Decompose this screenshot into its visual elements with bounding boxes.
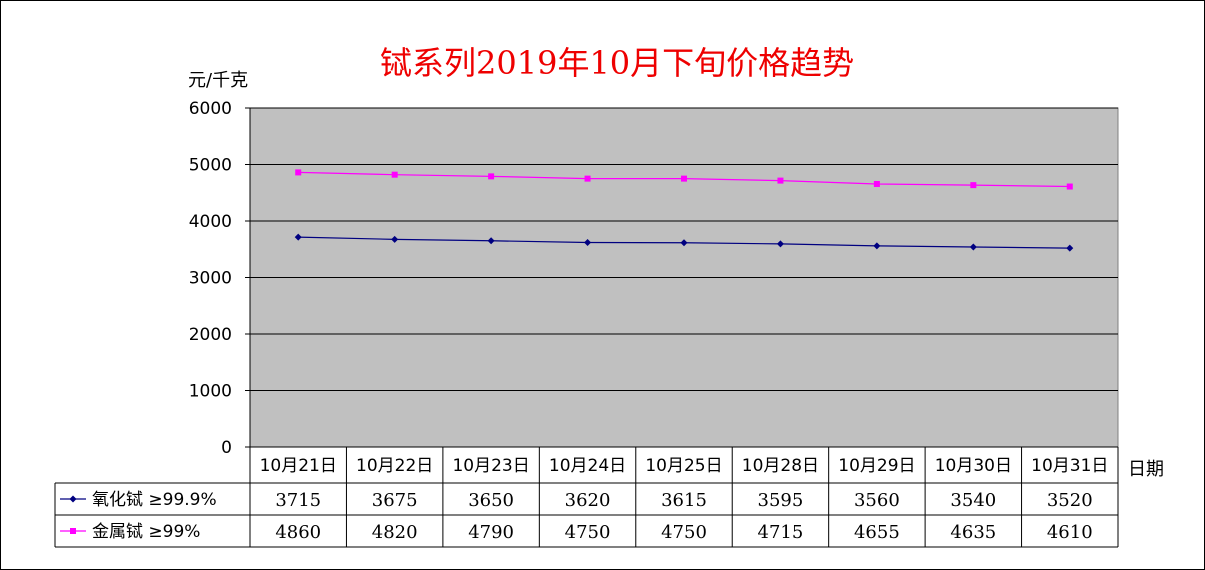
- data-point-square: [488, 173, 495, 180]
- table-value: 4750: [565, 522, 611, 543]
- table-value: 3675: [372, 490, 418, 511]
- data-point-diamond: [584, 238, 592, 246]
- y-tick-label: 1000: [189, 382, 232, 402]
- x-category-label: 10月21日: [260, 456, 337, 476]
- table-value: 3650: [468, 490, 514, 511]
- x-category-label: 10月29日: [838, 456, 915, 476]
- x-category-label: 10月25日: [645, 456, 722, 476]
- table-value: 3520: [1047, 490, 1093, 511]
- table-value: 4610: [1047, 522, 1093, 543]
- table-value: 4790: [468, 522, 514, 543]
- y-axis-unit-label: 元/千克: [188, 70, 249, 91]
- data-point-diamond: [680, 239, 688, 247]
- x-axis-label: 日期: [1128, 459, 1164, 480]
- data-point-square: [1066, 183, 1073, 190]
- table-value: 4750: [661, 522, 707, 543]
- y-tick-label: 3000: [189, 269, 232, 289]
- legend-label: 氧化铽 ≥99.9%: [92, 490, 217, 510]
- data-point-square: [873, 180, 880, 187]
- legend-marker-square: [70, 528, 76, 534]
- x-category-label: 10月23日: [452, 456, 529, 476]
- data-point-square: [681, 175, 687, 182]
- table-value: 4820: [372, 522, 418, 543]
- data-point-square: [391, 171, 398, 178]
- data-point-diamond: [391, 235, 399, 243]
- chart-title: 铽系列2019年10月下旬价格趋势: [380, 44, 855, 82]
- data-point-square: [970, 182, 977, 189]
- data-point-square: [777, 177, 784, 184]
- table-value: 3715: [275, 490, 321, 511]
- data-point-diamond: [294, 233, 302, 241]
- table-value: 4635: [950, 522, 996, 543]
- data-point-diamond: [1066, 244, 1074, 252]
- data-point-diamond: [776, 240, 784, 248]
- legend-marker-diamond: [69, 495, 77, 503]
- data-point-diamond: [487, 237, 495, 245]
- table-value: 3595: [758, 490, 804, 511]
- x-category-label: 10月30日: [935, 456, 1012, 476]
- x-category-label: 10月24日: [549, 456, 626, 476]
- table-value: 3540: [950, 490, 996, 511]
- x-category-label: 10月28日: [742, 456, 819, 476]
- legend-label: 金属铽 ≥99%: [92, 522, 200, 542]
- data-point-diamond: [969, 243, 977, 251]
- y-tick-label: 4000: [189, 212, 232, 232]
- x-category-label: 10月22日: [356, 456, 433, 476]
- table-value: 4860: [275, 522, 321, 543]
- y-tick-label: 0: [221, 438, 232, 458]
- table-value: 3560: [854, 490, 900, 511]
- table-value: 4655: [854, 522, 900, 543]
- table-value: 3620: [565, 490, 611, 511]
- data-point-diamond: [873, 242, 881, 250]
- y-tick-label: 5000: [189, 156, 232, 176]
- y-tick-label: 6000: [189, 99, 232, 119]
- table-value: 4715: [758, 522, 804, 543]
- table-value: 3615: [661, 490, 707, 511]
- data-point-square: [295, 169, 302, 176]
- x-category-label: 10月31日: [1031, 456, 1108, 476]
- data-point-square: [584, 175, 591, 182]
- y-tick-label: 2000: [189, 325, 232, 345]
